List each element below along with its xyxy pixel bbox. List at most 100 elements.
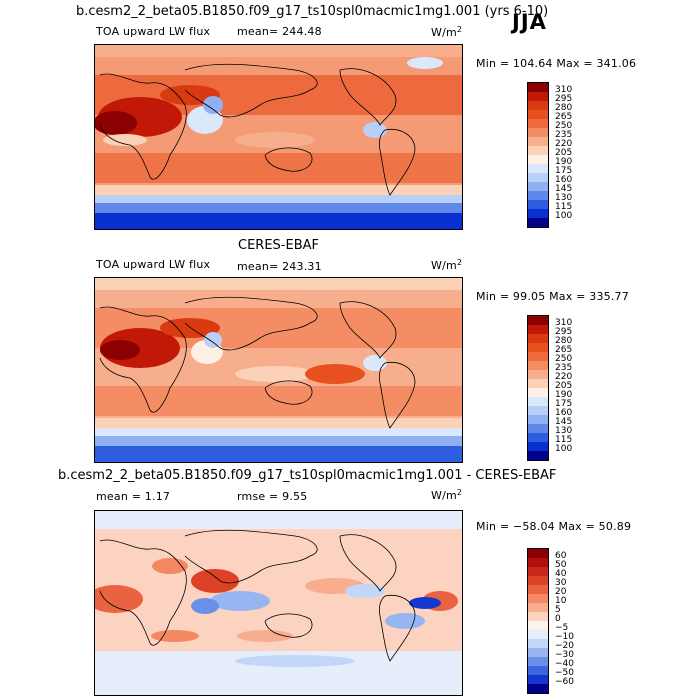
colorbar-swatch bbox=[528, 585, 548, 594]
colorbar-swatch bbox=[528, 173, 548, 182]
colorbar-swatch bbox=[528, 137, 548, 146]
panel2-colorbar bbox=[527, 315, 549, 461]
colorbar-swatch bbox=[528, 424, 548, 433]
colorbar-tick: −50 bbox=[555, 668, 574, 678]
colorbar-tick: 100 bbox=[555, 211, 573, 221]
colorbar-tick: 160 bbox=[555, 408, 573, 418]
colorbar-tick: 5 bbox=[555, 605, 561, 615]
panel2-mean: mean= 243.31 bbox=[237, 260, 322, 273]
colorbar-swatch bbox=[528, 675, 548, 684]
colorbar-swatch bbox=[528, 146, 548, 155]
colorbar-tick: −60 bbox=[555, 677, 574, 687]
colorbar-swatch bbox=[528, 397, 548, 406]
panel3-map bbox=[94, 510, 463, 696]
panel2-units: W/m2 bbox=[431, 258, 463, 272]
colorbar-tick: 220 bbox=[555, 139, 573, 149]
panel1-colorbar bbox=[527, 82, 549, 228]
colorbar-tick: 100 bbox=[555, 444, 573, 454]
colorbar-swatch bbox=[528, 325, 548, 334]
colorbar-tick: −10 bbox=[555, 632, 574, 642]
colorbar-tick: 0 bbox=[555, 614, 561, 624]
colorbar-tick: 60 bbox=[555, 551, 567, 561]
colorbar-tick: 10 bbox=[555, 596, 567, 606]
colorbar-swatch bbox=[528, 101, 548, 110]
colorbar-tick: −40 bbox=[555, 659, 574, 669]
colorbar-swatch bbox=[528, 343, 548, 352]
panel3-title: b.cesm2_2_beta05.B1850.f09_g17_ts10spl0m… bbox=[58, 468, 557, 483]
colorbar-tick: 160 bbox=[555, 175, 573, 185]
colorbar-swatch bbox=[528, 334, 548, 343]
panel3-mean: mean = 1.17 bbox=[96, 490, 171, 503]
colorbar-tick: 280 bbox=[555, 336, 573, 346]
colorbar-swatch bbox=[528, 92, 548, 101]
colorbar-tick: 190 bbox=[555, 390, 573, 400]
colorbar-tick: 30 bbox=[555, 578, 567, 588]
panel2-variable: TOA upward LW flux bbox=[96, 258, 211, 271]
colorbar-swatch bbox=[528, 442, 548, 451]
panel3-units: W/m2 bbox=[431, 488, 463, 502]
colorbar-tick: 310 bbox=[555, 318, 573, 328]
colorbar-tick: 115 bbox=[555, 435, 573, 445]
colorbar-swatch bbox=[528, 164, 548, 173]
colorbar-swatch bbox=[528, 406, 548, 415]
colorbar-swatch bbox=[528, 415, 548, 424]
colorbar-tick: 265 bbox=[555, 345, 573, 355]
colorbar-tick: 40 bbox=[555, 569, 567, 579]
panel1-minmax: Min = 104.64 Max = 341.06 bbox=[476, 57, 637, 70]
colorbar-swatch bbox=[528, 352, 548, 361]
colorbar-swatch bbox=[528, 594, 548, 603]
panel2-map bbox=[94, 277, 463, 463]
colorbar-tick: 145 bbox=[555, 184, 573, 194]
colorbar-tick: 205 bbox=[555, 381, 573, 391]
colorbar-swatch bbox=[528, 451, 548, 460]
colorbar-tick: 130 bbox=[555, 193, 573, 203]
colorbar-swatch bbox=[528, 370, 548, 379]
colorbar-swatch bbox=[528, 630, 548, 639]
colorbar-tick: 175 bbox=[555, 399, 573, 409]
colorbar-swatch bbox=[528, 200, 548, 209]
season-label: JJA bbox=[512, 10, 547, 34]
colorbar-swatch bbox=[528, 666, 548, 675]
panel1-map bbox=[94, 44, 463, 230]
colorbar-tick: 190 bbox=[555, 157, 573, 167]
colorbar-swatch bbox=[528, 567, 548, 576]
colorbar-tick: 145 bbox=[555, 417, 573, 427]
colorbar-tick: 265 bbox=[555, 112, 573, 122]
colorbar-tick: 250 bbox=[555, 121, 573, 131]
colorbar-tick: 205 bbox=[555, 148, 573, 158]
colorbar-tick: 250 bbox=[555, 354, 573, 364]
colorbar-swatch bbox=[528, 648, 548, 657]
colorbar-swatch bbox=[528, 209, 548, 218]
panel1-units: W/m2 bbox=[431, 25, 463, 39]
colorbar-tick: 310 bbox=[555, 85, 573, 95]
panel1-mean: mean= 244.48 bbox=[237, 25, 322, 38]
colorbar-tick: −30 bbox=[555, 650, 574, 660]
colorbar-swatch bbox=[528, 612, 548, 621]
model-title: b.cesm2_2_beta05.B1850.f09_g17_ts10spl0m… bbox=[76, 4, 549, 19]
colorbar-swatch bbox=[528, 119, 548, 128]
colorbar-tick: 280 bbox=[555, 103, 573, 113]
colorbar-tick: 220 bbox=[555, 372, 573, 382]
colorbar-swatch bbox=[528, 549, 548, 558]
panel1-variable: TOA upward LW flux bbox=[96, 25, 211, 38]
colorbar-swatch bbox=[528, 316, 548, 325]
colorbar-swatch bbox=[528, 388, 548, 397]
panel2-minmax: Min = 99.05 Max = 335.77 bbox=[476, 290, 629, 303]
colorbar-swatch bbox=[528, 361, 548, 370]
colorbar-tick: −20 bbox=[555, 641, 574, 651]
colorbar-swatch bbox=[528, 191, 548, 200]
colorbar-swatch bbox=[528, 433, 548, 442]
colorbar-tick: 115 bbox=[555, 202, 573, 212]
colorbar-tick: 175 bbox=[555, 166, 573, 176]
colorbar-swatch bbox=[528, 155, 548, 164]
colorbar-tick: 130 bbox=[555, 426, 573, 436]
colorbar-tick: 295 bbox=[555, 327, 573, 337]
panel2-title: CERES-EBAF bbox=[238, 238, 319, 253]
colorbar-swatch bbox=[528, 603, 548, 612]
colorbar-swatch bbox=[528, 110, 548, 119]
colorbar-swatch bbox=[528, 621, 548, 630]
panel3-rmse: rmse = 9.55 bbox=[237, 490, 308, 503]
colorbar-tick: −5 bbox=[555, 623, 569, 633]
colorbar-swatch bbox=[528, 379, 548, 388]
colorbar-swatch bbox=[528, 558, 548, 567]
